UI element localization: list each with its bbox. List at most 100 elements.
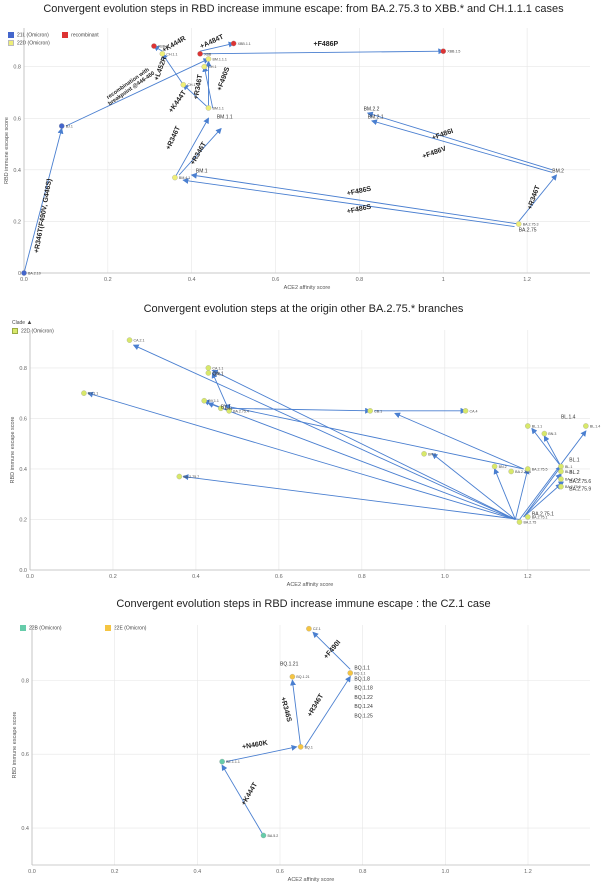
chevron-up-icon[interactable]: ▲ [26,320,33,326]
evolution-arrow [523,473,562,518]
data-point-label: BN.2 [499,465,507,469]
lineage-label: BQ.1.18 [354,686,373,692]
mutation-label-line: +F486P [314,41,339,48]
lineage-label: BQ.1.22 [354,695,373,701]
x-tick-label: 0.8 [356,277,364,283]
evolution-arrow [190,172,519,225]
data-point [205,105,212,111]
data-point [226,408,232,414]
chart-panel-2: Convergent evolution steps at the origin… [0,300,607,595]
x-tick-label: 0.0 [26,574,34,580]
evolution-arrow [366,111,553,171]
data-point [219,758,225,765]
data-point-label: CA.1.1 [212,366,223,370]
evolution-arrow [178,127,222,176]
data-point-label: XBB.1 [158,45,168,49]
mutation-label-line: +R346T [193,73,204,100]
x-tick-label: 0.4 [188,277,196,283]
legend-swatch [62,32,69,38]
x-tick-label: 0.6 [272,277,280,283]
evolution-arrow [226,744,298,763]
legend-swatch [8,32,14,38]
lineage-label: BL.1.4 [561,414,576,420]
x-tick-label: 0.0 [28,869,36,875]
x-tick-label: 0.2 [109,574,117,580]
data-point [180,81,187,88]
x-tick-label: 0.6 [275,574,283,580]
chart-svg: 0.0 0.2 0.4 0.6 0.8 1 1.2 0 0.2 0.4 0.6 0.8 ACE2 aff… [4,28,590,291]
y-tick-label: 0.8 [21,678,29,684]
evolution-arrow [371,119,553,173]
mutation-label: +K444T [240,781,259,807]
mutation-label-line: +F490I [323,639,343,660]
legend-item: 22B (Omicron) [20,625,62,631]
data-point [558,483,564,490]
evolution-arrow [304,675,351,748]
data-point-label: BA.2.75.1 [532,515,548,519]
y-tick-label: 0.6 [13,116,21,122]
legend-label: 21L (Omicron) [17,32,49,39]
data-point [289,673,296,680]
data-point [230,40,237,47]
x-tick-label: 0.4 [192,574,200,580]
data-point-label: CH.1.1 [166,52,177,56]
mutation-label: +R346S [279,696,292,723]
data-point [205,365,212,371]
mutation-label: +L452R [153,56,168,82]
evolution-arrow [223,403,524,470]
lineage-label: BL.2 [569,470,580,476]
chart-legend: 22B (Omicron) 22E (Omicron) [20,625,158,631]
evolution-arrow [174,117,209,178]
evolution-arrow [161,52,184,85]
legend-item: 22D (Omicron) [12,328,54,334]
data-point [367,408,373,414]
data-point-label: CH.1 [208,65,216,69]
mutation-label: +F490I [323,639,343,660]
evolution-arrow [87,391,516,520]
x-tick-label: 1.2 [523,277,531,283]
mutation-label-line: +R346T(F490V, G446S) [33,178,53,254]
data-point [172,174,178,181]
data-point [508,468,514,475]
lineage-label: BQ.1.1 [354,665,370,671]
evolution-arrow [431,453,516,520]
evolution-arrow [519,430,587,520]
y-tick-label: 0.4 [19,467,27,473]
evolution-arrow [290,679,302,747]
x-tick-label: 1 [442,277,445,283]
legend-swatch [104,625,111,631]
mutation-label: recombination withbreakpoint @446-460 [104,66,156,107]
data-point [541,430,548,437]
data-point-label: BA.5.2 [267,834,278,838]
data-point-label: BM.1.1 [212,106,223,110]
data-point-label: BR.2 [428,452,436,456]
data-point [176,473,183,480]
lineage-label: BM.2 [552,168,564,174]
data-point-label: BA.2.75.3 [523,223,539,227]
evolution-arrow [182,474,520,520]
mutation-label: +K444T [168,89,189,114]
data-point [21,270,27,276]
legend-swatch [12,328,18,334]
mutation-label-line: +F486I [431,128,454,142]
data-point-label: BA.2.75.6 [565,478,581,482]
legend-label: 22D (Omicron) [21,328,54,335]
mutation-label: +R346T [189,140,208,166]
data-point [58,123,65,129]
mutation-label: +N460K [242,740,269,751]
data-point [558,468,564,475]
data-point-label: XBB.1.1 [238,42,251,46]
evolution-arrow [199,41,235,52]
mutation-label: +F490S [216,66,231,92]
y-axis-label: RBD immune escape score [4,117,10,184]
lineage-label: BQ.1.21 [280,662,299,668]
legend-swatch [20,625,26,631]
data-point [558,476,564,482]
lineage-label: BM.2.1 [368,114,384,120]
data-point [525,514,531,520]
data-point-label: BM.1.1.1 [212,57,226,61]
data-point-label: CZ.1 [313,627,321,631]
lineage-label: BM.1 [196,168,208,174]
x-tick-label: 0.0 [20,277,28,283]
chart-title: Convergent evolution steps at the origin… [143,303,464,315]
